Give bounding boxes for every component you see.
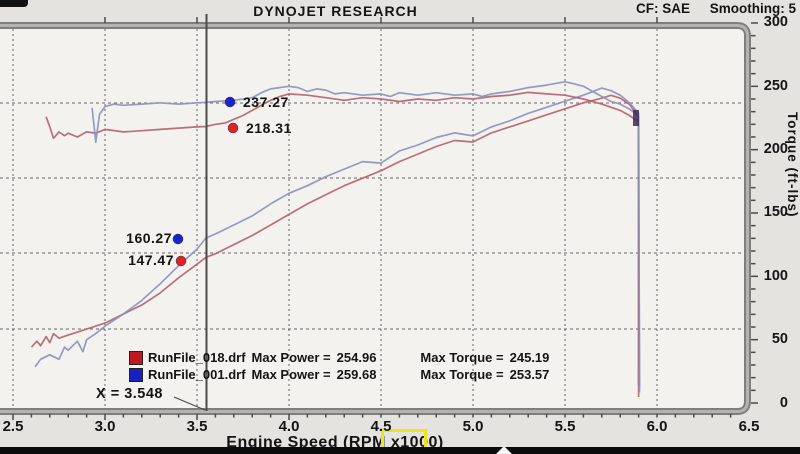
page-title: DYNOJET RESEARCH xyxy=(253,3,418,19)
legend-swatch-blue xyxy=(129,367,143,382)
x-tick-label: 3.5 xyxy=(186,418,208,435)
curve-runfile-001-drf-torque xyxy=(91,80,641,388)
legend-max-power-label: Max Power = xyxy=(251,367,331,382)
torque-axis-title: Torque (ft-lbs) xyxy=(785,112,800,218)
legend-row-run001: RunFile_001.drf Max Power = 259.68 Max T… xyxy=(129,367,549,382)
cursor-x-readout[interactable]: X = 3.548 xyxy=(96,386,163,402)
x1000-highlight-box xyxy=(381,429,427,454)
legend-swatch-red xyxy=(129,350,143,365)
torque-tick-label: 150 xyxy=(763,204,788,221)
curve-runfile-001-drf-power xyxy=(34,87,641,393)
cursor-value-run018-torque[interactable]: 218.31 xyxy=(246,120,292,136)
legend-max-power-value: 254.96 xyxy=(336,350,377,365)
torque-tick-label: 0 xyxy=(779,394,788,411)
legend-max-power-label: Max Power = xyxy=(251,350,331,365)
x-tick-label: 3.0 xyxy=(94,418,116,435)
torque-tick-label: 300 xyxy=(763,14,788,31)
x-tick-label: 6.5 xyxy=(738,418,760,435)
legend-max-torque-value: 253.57 xyxy=(509,367,550,382)
legend-file-name: RunFile_018.drf xyxy=(148,350,246,365)
x-tick-label: 6.0 xyxy=(646,418,668,435)
legend-max-torque-label: Max Torque = xyxy=(420,367,504,382)
x-tick-label: 5.5 xyxy=(554,418,576,435)
cursor-value-run001-torque[interactable]: 237.27 xyxy=(243,94,289,110)
correction-factor-label: CF: SAE xyxy=(635,1,690,16)
curve-runfile-018-drf-power xyxy=(30,94,640,397)
torque-tick-label: 50 xyxy=(771,331,788,348)
curve-runfile-018-drf-torque xyxy=(45,91,640,386)
x-tick-label: 4.5 xyxy=(370,418,392,435)
torque-tick-label: 200 xyxy=(763,141,788,158)
legend-row-run018: RunFile_018.drf Max Power = 254.96 Max T… xyxy=(129,350,549,365)
cursor-dot-torque-0[interactable] xyxy=(224,96,236,108)
smoothing-label: Smoothing: 5 xyxy=(709,1,796,16)
video-marker-icon[interactable] xyxy=(496,446,512,454)
cursor-value-run018-power[interactable]: 147.47 xyxy=(128,252,174,268)
torque-tick-label: 250 xyxy=(763,77,788,94)
video-overlay-corner-bar xyxy=(0,0,28,7)
x-tick-label: 2.5 xyxy=(2,418,24,435)
x-axis-title: Engine Speed (RPM x1000) xyxy=(226,434,444,451)
cursor-value-run001-power[interactable]: 160.27 xyxy=(126,230,172,246)
cursor-pointer-line xyxy=(173,396,206,411)
legend-file-name: RunFile_001.drf xyxy=(148,367,246,382)
video-progress-bar[interactable] xyxy=(0,447,800,454)
cursor-dot-power-3[interactable] xyxy=(175,255,187,267)
torque-tick-label: 100 xyxy=(763,267,788,284)
cursor-dot-power-2[interactable] xyxy=(172,233,184,245)
x-tick-label: 4.0 xyxy=(278,418,300,435)
cursor-dot-torque-1[interactable] xyxy=(227,122,239,134)
plot-area xyxy=(0,29,744,408)
legend-max-power-value: 259.68 xyxy=(336,367,377,382)
plot-frame-highlight xyxy=(0,24,749,413)
x-tick-label: 5.0 xyxy=(462,418,484,435)
legend-max-torque-label: Max Torque = xyxy=(420,350,504,365)
legend-max-torque-value: 245.19 xyxy=(509,350,550,365)
run-end-marker xyxy=(633,110,639,126)
chart-settings-readout: CF: SAE Smoothing: 5 xyxy=(636,1,796,16)
